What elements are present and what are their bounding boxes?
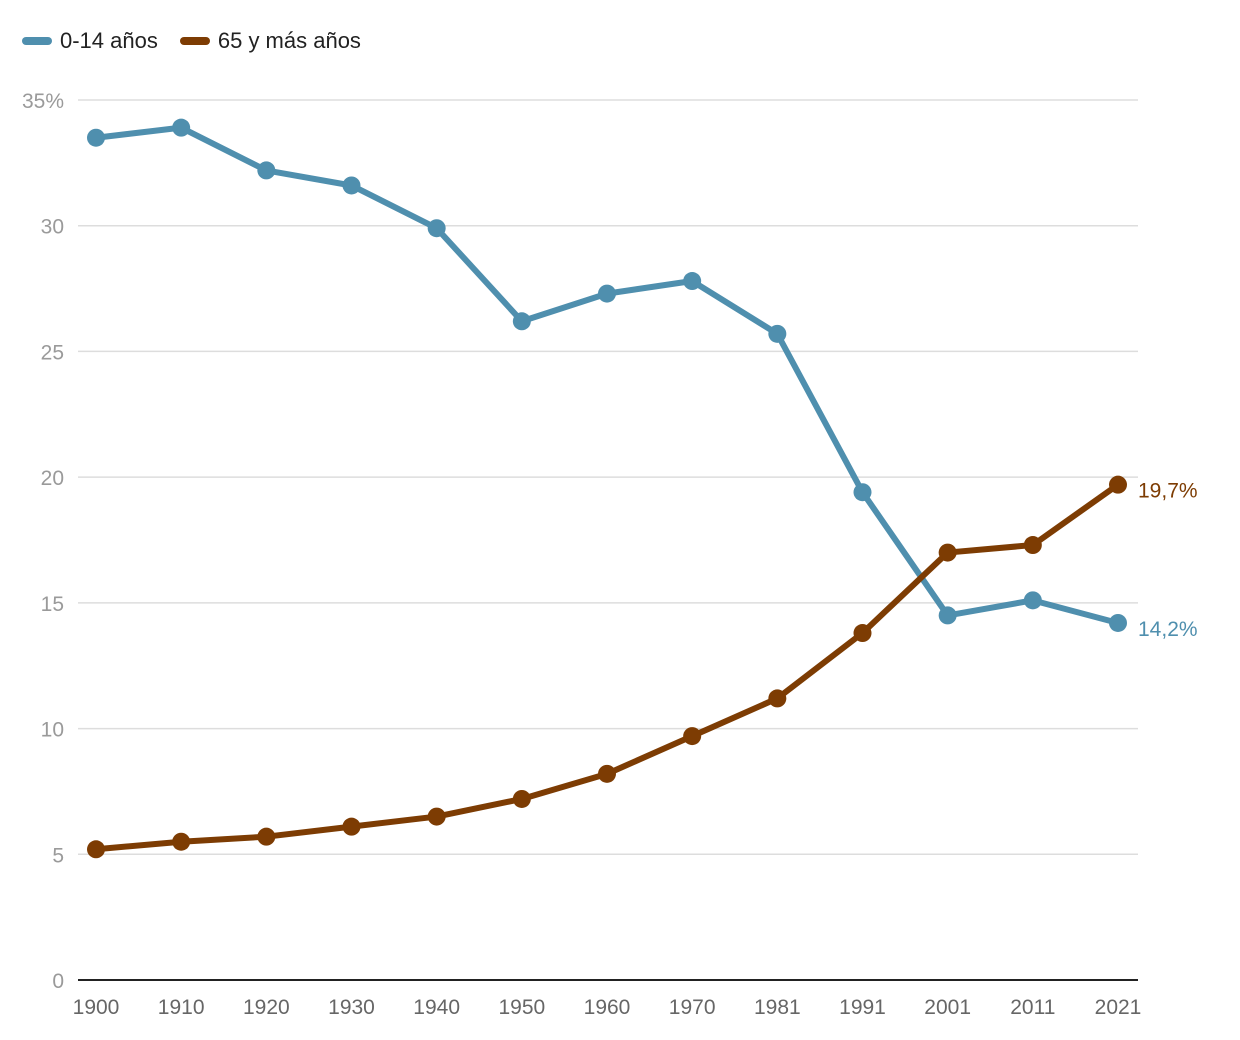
legend: 0-14 años 65 y más años bbox=[22, 28, 361, 54]
data-point bbox=[768, 689, 787, 708]
data-point bbox=[257, 827, 276, 846]
legend-swatch-0-14 bbox=[22, 37, 52, 45]
data-point bbox=[1109, 475, 1127, 494]
y-tick-label: 5 bbox=[52, 844, 64, 867]
data-point bbox=[172, 118, 191, 137]
data-point bbox=[598, 284, 616, 303]
data-point bbox=[87, 840, 105, 859]
x-tick-label: 1970 bbox=[669, 996, 716, 1019]
y-tick-label: 15 bbox=[41, 593, 64, 616]
x-tick-label: 2021 bbox=[1095, 996, 1142, 1019]
legend-swatch-65plus bbox=[179, 37, 210, 45]
legend-item-65plus: 65 y más años bbox=[179, 28, 361, 54]
data-point bbox=[853, 624, 872, 643]
data-point bbox=[342, 817, 361, 836]
x-tick-label: 1910 bbox=[158, 996, 205, 1019]
x-tick-label: 1950 bbox=[498, 996, 545, 1019]
data-point bbox=[1023, 591, 1042, 610]
y-tick-label: 10 bbox=[41, 719, 64, 742]
legend-item-0-14: 0-14 años bbox=[22, 28, 158, 54]
x-tick-label: 1960 bbox=[584, 996, 631, 1019]
data-point bbox=[1109, 613, 1127, 632]
x-tick-label: 1900 bbox=[73, 996, 120, 1019]
y-tick-label: 30 bbox=[41, 216, 64, 239]
y-tick-label: 20 bbox=[41, 467, 64, 490]
x-tick-label: 1920 bbox=[243, 996, 290, 1019]
data-point bbox=[87, 128, 105, 147]
data-point bbox=[512, 312, 531, 331]
data-point bbox=[683, 272, 702, 291]
x-tick-label: 1940 bbox=[413, 996, 460, 1019]
data-point bbox=[427, 807, 446, 826]
end-label: 14,2% bbox=[1138, 618, 1198, 641]
data-point bbox=[512, 789, 531, 808]
data-point bbox=[257, 161, 276, 180]
x-tick-label: 2011 bbox=[1010, 996, 1055, 1019]
data-point bbox=[938, 543, 957, 562]
legend-label-0-14: 0-14 años bbox=[60, 28, 158, 53]
y-tick-label: 25 bbox=[41, 341, 64, 364]
data-point bbox=[938, 606, 957, 625]
data-point bbox=[768, 324, 787, 343]
data-point bbox=[853, 483, 872, 502]
x-tick-label: 1981 bbox=[754, 996, 801, 1019]
y-tick-label: 35% bbox=[22, 90, 64, 113]
x-tick-label: 1991 bbox=[839, 996, 886, 1019]
data-point bbox=[1023, 536, 1042, 555]
x-tick-label: 2001 bbox=[924, 996, 971, 1019]
x-tick-label: 1930 bbox=[328, 996, 375, 1019]
data-point bbox=[342, 176, 361, 195]
series-line-1 bbox=[93, 481, 1121, 853]
data-point bbox=[427, 219, 446, 238]
y-tick-label: 0 bbox=[52, 970, 64, 993]
legend-label-65plus: 65 y más años bbox=[217, 28, 361, 53]
end-label: 19,7% bbox=[1138, 480, 1198, 503]
data-point bbox=[172, 832, 191, 851]
data-point bbox=[683, 727, 702, 746]
data-point bbox=[598, 764, 616, 783]
